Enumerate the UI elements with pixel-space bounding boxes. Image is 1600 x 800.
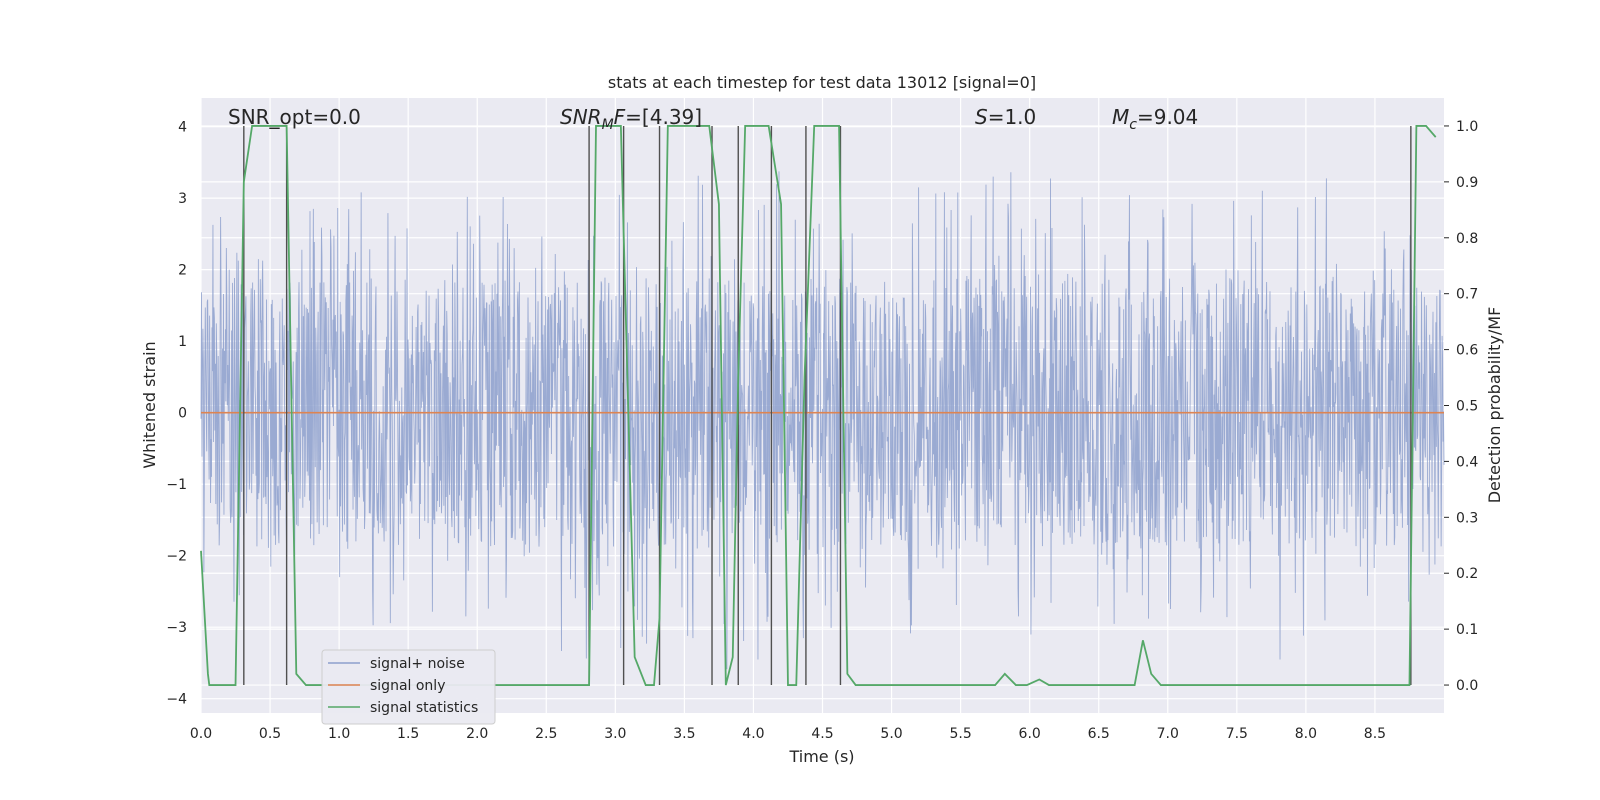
y2-tick-label: 0.3 [1456,510,1478,526]
annotation-mc-value: =9.04 [1137,105,1198,129]
signal-noise-series [200,171,1445,670]
y-tick-label: −3 [166,620,187,636]
x-tick-labels: 0.0 0.5 1.0 1.5 2.0 2.5 3.0 3.5 4.0 4.5 5.0 5.5 6.0 6… [190,726,1386,742]
chart-title: stats at each timestep for test data 130… [608,73,1036,92]
annotation-mc-sub: c [1129,117,1137,133]
x-tick-label: 4.0 [742,726,764,742]
signal-statistics-line [200,125,1437,686]
annotation-mc-main: M [1112,105,1129,129]
y-tick-label: 2 [178,263,187,279]
annotation-snr-mf-sub: M [602,117,614,133]
y2-tick-label: 0.7 [1456,287,1478,303]
x-tick-label: 6.0 [1019,726,1041,742]
x-tick-label: 0.0 [190,726,212,742]
y-axis-label: Whitened strain [140,341,159,468]
y2-tick-label: 1.0 [1456,119,1478,135]
x-tick-label: 5.0 [880,726,902,742]
x-tick-label: 2.0 [466,726,488,742]
x-tick-label: 1.5 [397,726,419,742]
y2-tick-label: 0.2 [1456,566,1478,582]
x-tick-label: 3.0 [604,726,626,742]
y-tick-label: −2 [166,549,187,565]
x-axis-label: Time (s) [788,747,854,766]
y-tick-label: −4 [166,692,187,708]
y2-tick-label: 0.8 [1456,231,1478,247]
y-tick-label: 1 [178,334,187,350]
legend-label-signal-statistics: signal statistics [370,700,478,716]
annotation-snr-mf-main: SNR [560,105,602,129]
x-tick-label: 0.5 [259,726,281,742]
annotation-s-main: S [975,105,988,129]
x-tick-label: 8.5 [1364,726,1386,742]
y2-tick-label: 0.5 [1456,399,1478,415]
x-tick-label: 6.5 [1088,726,1110,742]
y2-tick-label: 0.0 [1456,678,1478,694]
y-tick-label: −1 [166,477,187,493]
legend-label-signal-noise: signal+ noise [370,656,465,672]
x-tick-label: 7.5 [1226,726,1248,742]
annotation-snr-opt: SNR_opt=0.0 [228,105,361,129]
x-tick-label: 2.5 [535,726,557,742]
annotation-s: S=1.0 [975,105,1036,129]
y2-tick-label: 0.4 [1456,454,1478,470]
legend-label-signal-only: signal only [370,678,445,694]
y2-tick-labels: 0.0 0.1 0.2 0.3 0.4 0.5 0.6 0.7 0.8 0.9 1.0 [1444,119,1478,694]
x-tick-label: 7.0 [1157,726,1179,742]
y2-tick-label: 0.9 [1456,175,1478,191]
x-tick-label: 1.0 [328,726,350,742]
signal-statistics-series [200,125,1437,686]
y2-tick-label: 0.1 [1456,622,1478,638]
y-tick-labels: −4 −3 −2 −1 0 1 2 3 4 [166,120,187,708]
x-tick-label: 4.5 [811,726,833,742]
annotation-mc: Mc=9.04 [1112,105,1198,133]
legend: signal+ noise signal only signal statist… [321,649,496,725]
y-tick-label: 4 [178,120,187,136]
annotation-s-value: =1.0 [988,105,1037,129]
y-tick-label: 0 [178,406,187,422]
x-tick-label: 5.5 [949,726,971,742]
x-tick-label: 3.5 [673,726,695,742]
y-tick-label: 3 [178,191,187,207]
annotation-snr-mf-rest: F [614,105,626,129]
y2-axis-label: Detection probability/MF [1485,307,1504,504]
annotation-snr-mf-value: =[4.39] [625,105,702,129]
x-tick-label: 8.0 [1295,726,1317,742]
signal-noise-line [200,171,1445,670]
legend-box [321,649,496,725]
annotation-snr-mf: SNRMF=[4.39] [560,105,702,133]
y2-tick-label: 0.6 [1456,343,1478,359]
